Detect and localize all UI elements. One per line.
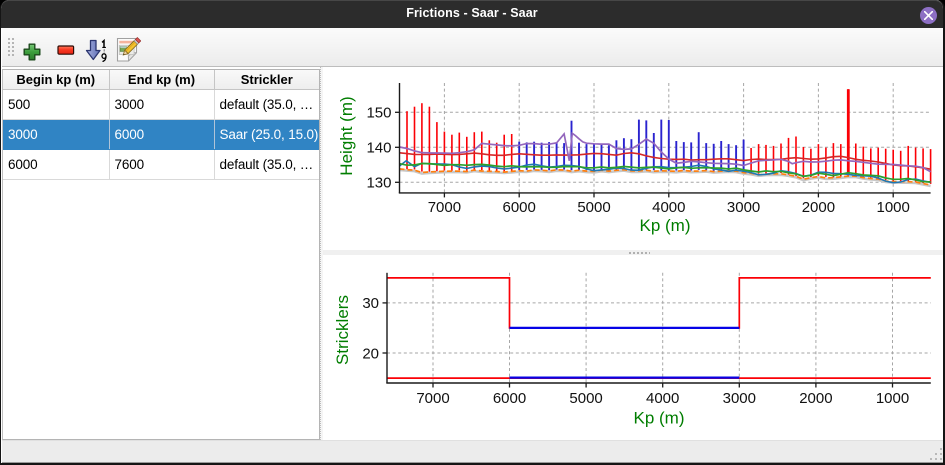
svg-text:6000: 6000 — [493, 390, 526, 407]
svg-text:Height (m): Height (m) — [337, 96, 356, 175]
svg-text:140: 140 — [366, 140, 391, 157]
svg-text:150: 150 — [366, 105, 391, 122]
svg-text:130: 130 — [366, 175, 391, 192]
svg-text:7000: 7000 — [416, 390, 449, 407]
svg-text:1000: 1000 — [877, 199, 910, 216]
svg-text:1000: 1000 — [876, 390, 909, 407]
svg-text:Kp (m): Kp (m) — [634, 408, 685, 427]
svg-text:4000: 4000 — [652, 199, 685, 216]
svg-text:6000: 6000 — [503, 199, 536, 216]
svg-text:20: 20 — [362, 345, 379, 362]
svg-text:5000: 5000 — [577, 199, 610, 216]
svg-text:Kp (m): Kp (m) — [640, 216, 691, 235]
svg-text:3000: 3000 — [723, 390, 756, 407]
svg-text:5000: 5000 — [569, 390, 602, 407]
svg-text:2000: 2000 — [802, 199, 835, 216]
svg-text:7000: 7000 — [428, 199, 461, 216]
svg-text:3000: 3000 — [727, 199, 760, 216]
svg-text:Stricklers: Stricklers — [333, 295, 352, 365]
svg-text:30: 30 — [362, 295, 379, 312]
svg-text:2000: 2000 — [799, 390, 832, 407]
svg-text:4000: 4000 — [646, 390, 679, 407]
